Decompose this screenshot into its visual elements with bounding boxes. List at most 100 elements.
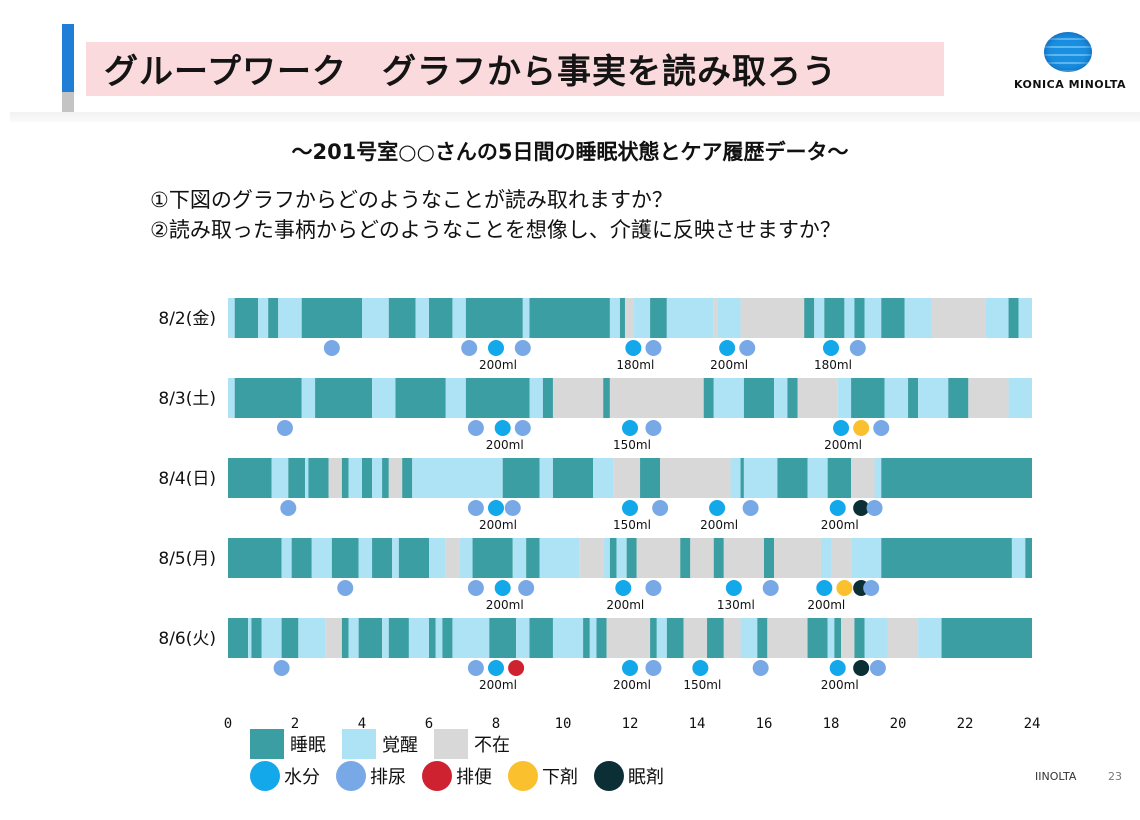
segment-absent: [552, 378, 604, 418]
segment-sleep: [609, 538, 617, 578]
legend-label-sleep: 睡眠: [290, 735, 326, 756]
segment-sleep: [228, 458, 272, 498]
event-urination: [273, 660, 290, 676]
segment-sleep: [764, 538, 775, 578]
segment-awake: [616, 538, 627, 578]
event-urination: [504, 500, 521, 516]
x-tick-label: 22: [957, 716, 974, 730]
event-defecation: [508, 660, 525, 676]
segment-sleep: [341, 458, 349, 498]
segment-sleep: [834, 618, 842, 658]
segment-sleep: [881, 458, 1032, 498]
segment-awake: [452, 298, 466, 338]
segment-awake: [1008, 378, 1032, 418]
segment-sleep: [331, 538, 359, 578]
x-tick-label: 16: [756, 716, 773, 730]
segment-awake: [656, 618, 667, 658]
footer-brand: IINOLTA: [1035, 770, 1077, 783]
segment-absent: [606, 618, 651, 658]
water-amount-label: 200ml: [710, 358, 748, 372]
event-water: [816, 580, 833, 596]
segment-sleep: [234, 298, 259, 338]
water-amount-label: 180ml: [814, 358, 852, 372]
segment-awake: [666, 298, 714, 338]
legend-label-water: 水分: [284, 767, 320, 788]
segment-awake: [774, 378, 788, 418]
segment-absent: [328, 458, 342, 498]
segment-absent: [613, 458, 641, 498]
water-amount-label: 200ml: [486, 598, 524, 612]
event-water: [488, 340, 504, 356]
segment-awake: [362, 298, 389, 338]
segment-sleep: [442, 618, 453, 658]
segment-absent: [624, 298, 634, 338]
segment-awake: [539, 458, 553, 498]
segment-sleep: [941, 618, 1032, 658]
segment-awake: [904, 298, 932, 338]
accent-bar-blue: [62, 24, 74, 92]
segment-sleep: [787, 378, 798, 418]
segment-sleep: [1025, 538, 1032, 578]
segment-sleep: [388, 618, 409, 658]
event-urination: [280, 500, 297, 516]
day-label: 8/4(日): [158, 469, 216, 489]
event-urination: [742, 500, 759, 516]
segment-sleep: [358, 618, 383, 658]
segment-absent: [579, 538, 604, 578]
legend-label-sleeping-pill: 眠剤: [628, 767, 664, 788]
question-1: ①下図のグラフからどのようなことが読み取れますか？: [150, 188, 673, 212]
event-urination: [467, 420, 484, 436]
segment-awake: [281, 538, 292, 578]
segment-awake: [740, 618, 758, 658]
water-amount-label: 130ml: [717, 598, 755, 612]
segment-awake: [392, 538, 399, 578]
legend-label-laxative: 下剤: [542, 767, 578, 788]
event-water: [692, 660, 709, 676]
x-tick-label: 12: [622, 716, 639, 730]
segment-sleep: [824, 298, 845, 338]
title-band: [86, 42, 944, 96]
segment-sleep: [429, 298, 453, 338]
legend-dot-defecation: [422, 761, 452, 791]
segment-sleep: [666, 618, 684, 658]
segment-sleep: [398, 538, 429, 578]
x-tick-label: 10: [555, 716, 572, 730]
segment-awake: [429, 538, 446, 578]
event-urination: [739, 340, 756, 356]
event-water: [488, 500, 504, 516]
day-label: 8/6(火): [158, 629, 216, 649]
event-water: [625, 340, 642, 356]
segment-absent: [887, 618, 919, 658]
day-label: 8/2(金): [158, 309, 216, 329]
x-tick-label: 8: [492, 716, 500, 730]
segment-absent: [841, 618, 855, 658]
accent-bar-gray: [62, 92, 74, 112]
segment-absent: [325, 618, 342, 658]
segment-sleep: [489, 618, 517, 658]
event-water: [829, 660, 846, 676]
segment-sleep: [908, 378, 919, 418]
legend-label-awake: 覚醒: [382, 735, 418, 756]
segment-awake: [539, 538, 580, 578]
legend: 睡眠 覚醒 不在 水分 排尿 排便 下剤 眠剤: [250, 728, 680, 792]
segment-sleep: [372, 538, 393, 578]
x-tick-label: 14: [689, 716, 706, 730]
water-amount-label: 200ml: [700, 518, 738, 532]
water-amount-label: 200ml: [821, 678, 859, 692]
x-tick-label: 18: [823, 716, 840, 730]
x-tick-label: 4: [358, 716, 366, 730]
event-urination: [467, 580, 484, 596]
x-tick-label: 24: [1024, 716, 1041, 730]
segment-sleep: [529, 298, 610, 338]
segment-awake: [301, 378, 316, 418]
event-water: [622, 660, 638, 676]
event-urination: [323, 340, 340, 356]
segment-sleep: [234, 378, 302, 418]
company-logo: KONICA MINOLTA: [1000, 30, 1140, 100]
segment-awake: [271, 458, 289, 498]
water-amount-label: 200ml: [824, 438, 862, 452]
segment-awake: [412, 458, 503, 498]
segment-sleep: [827, 458, 852, 498]
segment-sleep: [757, 618, 768, 658]
segment-awake: [874, 458, 882, 498]
